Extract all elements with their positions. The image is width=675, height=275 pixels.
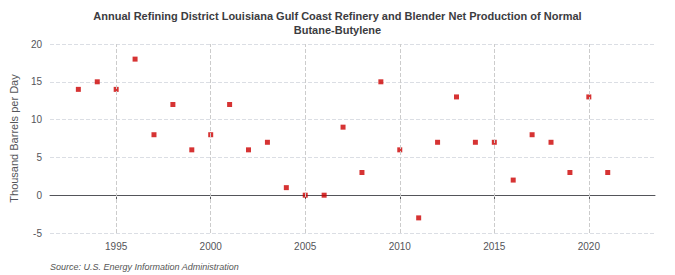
svg-text:10: 10	[31, 114, 43, 125]
svg-text:Thousand Barrels per Day: Thousand Barrels per Day	[8, 74, 20, 203]
svg-text:1995: 1995	[105, 241, 128, 252]
svg-text:2000: 2000	[200, 241, 223, 252]
svg-text:0: 0	[36, 190, 42, 201]
svg-text:5: 5	[36, 152, 42, 163]
svg-text:-5: -5	[33, 228, 42, 239]
svg-text:15: 15	[31, 76, 43, 87]
svg-text:2005: 2005	[294, 241, 317, 252]
svg-text:2010: 2010	[389, 241, 412, 252]
svg-text:2020: 2020	[578, 241, 601, 252]
svg-text:Source: U.S. Energy Informatio: Source: U.S. Energy Information Administ…	[50, 262, 239, 272]
svg-text:Butane-Butylene: Butane-Butylene	[294, 24, 381, 36]
svg-text:20: 20	[31, 39, 43, 50]
svg-text:Annual Refining District Louis: Annual Refining District Louisiana Gulf …	[93, 10, 581, 22]
svg-text:2015: 2015	[483, 241, 506, 252]
